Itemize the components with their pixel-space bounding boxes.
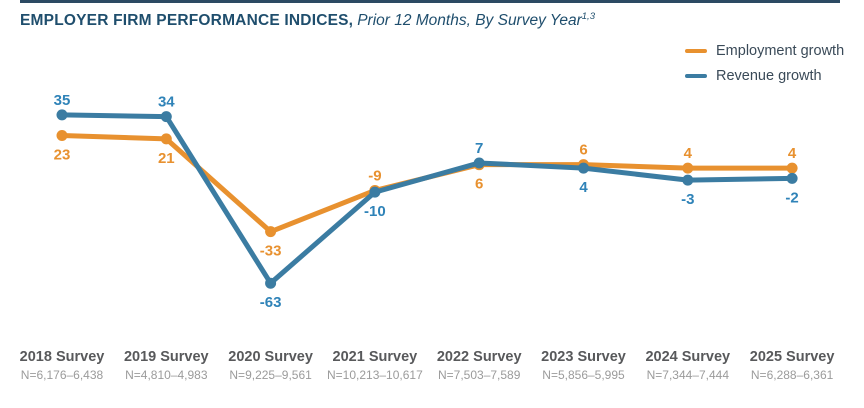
employment-growth-value-label: 6 xyxy=(475,176,483,193)
x-axis-label: 2023 Survey N=5,856–5,995 xyxy=(541,349,626,382)
sample-size-label: N=4,810–4,983 xyxy=(125,368,208,382)
revenue-growth-value-label: -2 xyxy=(785,189,798,206)
revenue-growth-value-label: -3 xyxy=(681,191,694,208)
top-rule xyxy=(20,0,840,3)
revenue-growth-point xyxy=(369,186,381,198)
revenue-growth-point xyxy=(682,174,694,186)
employment-growth-point xyxy=(160,133,172,145)
x-axis-label: 2025 Survey N=6,288–6,361 xyxy=(750,349,835,382)
revenue-growth-point xyxy=(473,157,485,169)
legend-item-revenue: Revenue growth xyxy=(685,63,844,88)
revenue-growth-value-label: -63 xyxy=(260,294,282,311)
revenue-growth-value-label: -10 xyxy=(364,203,386,220)
revenue-growth-value-label: 35 xyxy=(54,92,71,109)
revenue-growth-point xyxy=(56,109,68,121)
x-axis-label: 2022 Survey N=7,503–7,589 xyxy=(437,349,522,382)
footnote-superscript: 1,3 xyxy=(581,11,595,22)
sample-size-label: N=6,288–6,361 xyxy=(750,368,834,382)
sample-size-label: N=10,213–10,617 xyxy=(327,368,423,382)
survey-year-label: 2022 Survey xyxy=(436,349,522,365)
employment-growth-point xyxy=(265,226,277,238)
survey-year-label: 2020 Survey xyxy=(228,349,313,365)
line-chart: 23 21 -33 -9 6 6 4 4 35 34 -63 -10 7 4 -3 -2 xyxy=(54,92,799,311)
revenue-growth-line xyxy=(59,112,795,286)
employment-growth-value-label: 21 xyxy=(158,150,175,167)
x-axis-label: 2019 Survey N=4,810–4,983 xyxy=(124,349,209,382)
employment-growth-point xyxy=(786,162,798,174)
x-axis-label: 2021 Survey N=10,213–10,617 xyxy=(327,349,423,382)
x-axis-label: 2020 Survey N=9,225–9,561 xyxy=(228,349,313,382)
employment-growth-value-label: -33 xyxy=(260,243,282,260)
revenue-line-swatch-icon xyxy=(685,73,707,78)
sample-size-label: N=6,176–6,438 xyxy=(20,368,104,382)
revenue-growth-point xyxy=(786,172,798,184)
x-axis-label: 2018 Survey N=6,176–6,438 xyxy=(20,349,105,382)
survey-year-label: 2021 Survey xyxy=(332,349,418,365)
survey-year-label: 2018 Survey xyxy=(19,349,105,365)
chart-header: EMPLOYER FIRM PERFORMANCE INDICES, Prior … xyxy=(20,11,595,30)
x-axis-label: 2024 Survey N=7,344–7,444 xyxy=(645,349,730,382)
employment-growth-value-label: 23 xyxy=(54,146,71,163)
survey-year-label: 2019 Survey xyxy=(123,349,209,365)
revenue-growth-value-label: 7 xyxy=(475,140,483,157)
sample-size-label: N=7,503–7,589 xyxy=(437,368,521,382)
employment-growth-value-label: 4 xyxy=(684,145,693,162)
employment-line-swatch-icon xyxy=(685,48,707,53)
survey-year-label: 2023 Survey xyxy=(541,349,626,365)
chart-subtitle-text: Prior 12 Months, By Survey Year xyxy=(357,12,582,30)
survey-year-label: 2025 Survey xyxy=(749,349,835,365)
sample-size-label: N=9,225–9,561 xyxy=(229,368,312,382)
employment-growth-value-label: 6 xyxy=(579,142,587,159)
chart-subtitle: Prior 12 Months, By Survey Year1,3 xyxy=(357,11,595,30)
employment-growth-value-label: 4 xyxy=(788,145,797,162)
revenue-growth-point xyxy=(160,111,172,123)
employment-growth-point xyxy=(56,129,68,141)
survey-year-label: 2024 Survey xyxy=(645,349,731,365)
revenue-growth-point xyxy=(578,162,589,174)
sample-size-label: N=7,344–7,444 xyxy=(646,368,729,382)
legend-item-employment: Employment growth xyxy=(685,38,844,63)
legend-label-revenue: Revenue growth xyxy=(716,67,822,84)
employment-growth-value-label: -9 xyxy=(368,167,381,184)
legend-label-employment: Employment growth xyxy=(716,42,845,59)
chart-title: EMPLOYER FIRM PERFORMANCE INDICES, xyxy=(20,12,354,30)
revenue-growth-point xyxy=(265,277,277,289)
revenue-growth-value-label: 4 xyxy=(579,179,588,196)
employment-growth-point xyxy=(682,162,694,174)
revenue-growth-value-label: 34 xyxy=(158,94,175,111)
sample-size-label: N=5,856–5,995 xyxy=(542,368,625,382)
legend: Employment growth Revenue growth xyxy=(685,38,844,88)
